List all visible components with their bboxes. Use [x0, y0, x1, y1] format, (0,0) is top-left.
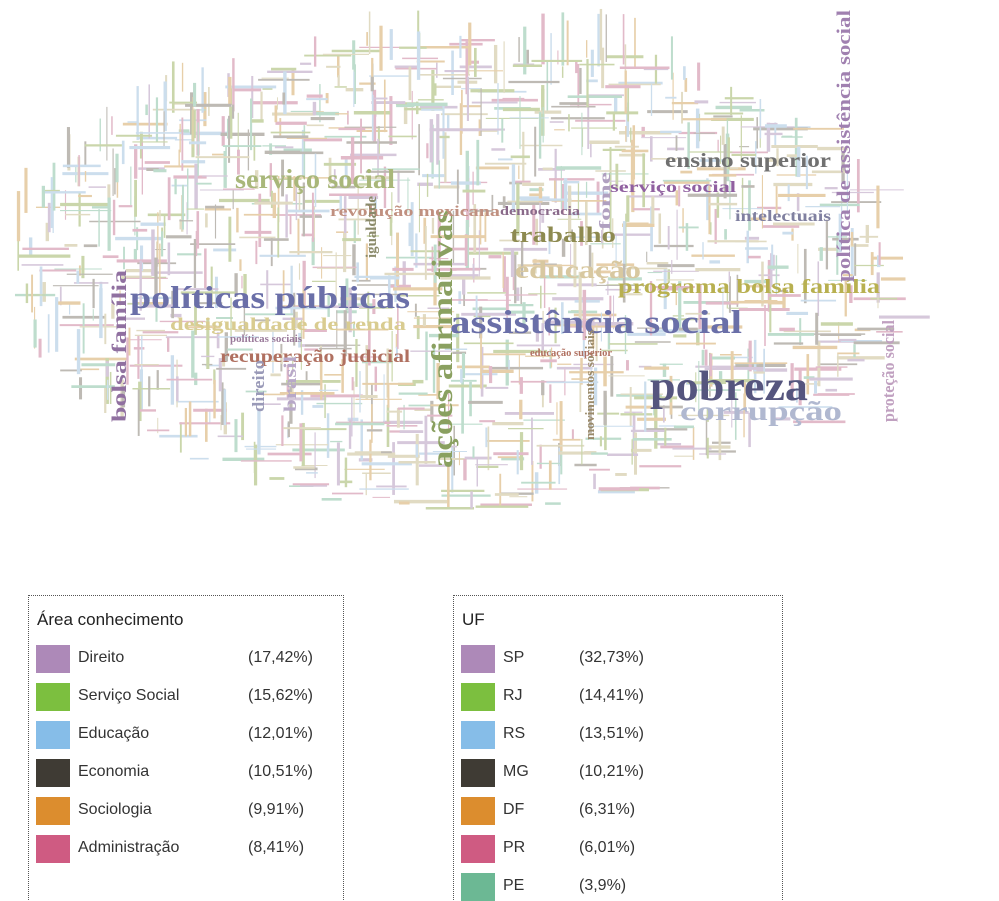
legend-swatch	[461, 835, 495, 863]
legend-label: MG	[503, 763, 529, 780]
legend-title: Área conhecimento	[37, 610, 184, 629]
cloud-word: igualdade	[364, 196, 380, 258]
legend-percent: (9,91%)	[248, 801, 305, 818]
legend-percent: (10,21%)	[579, 763, 644, 780]
legend-label: Administração	[78, 839, 180, 856]
legend-percent: (3,9%)	[579, 877, 627, 894]
legend-label: RS	[503, 725, 526, 742]
legend-label: Sociologia	[78, 801, 152, 818]
legend-swatch	[36, 835, 70, 863]
cloud-word: pobreza	[650, 364, 808, 410]
legend-swatch	[36, 645, 70, 673]
legend-percent: (17,42%)	[248, 649, 313, 666]
cloud-word: programa bolsa família	[618, 276, 880, 298]
cloud-word: brasil	[280, 356, 300, 412]
legend-percent: (6,01%)	[579, 839, 636, 856]
cloud-word: políticas sociais	[230, 334, 302, 345]
legend: UF SP (32,73%) RJ (14,41%) RS (13,51%) MG (10,21…	[453, 595, 783, 901]
filler	[14, 8, 930, 510]
legend-label: SP	[503, 649, 525, 666]
legend-swatch	[461, 873, 495, 901]
legend-label: Serviço Social	[78, 687, 180, 704]
cloud-word: direito	[249, 360, 268, 412]
cloud-word: proteção social	[879, 320, 898, 422]
word-cloud: políticas públicas assistência social pobr…	[14, 8, 930, 510]
cloud-word: democracia	[500, 203, 581, 218]
legend-swatch	[461, 683, 495, 711]
legend-swatch	[461, 721, 495, 749]
cloud-word: política de assistência social	[834, 10, 855, 282]
legend-label: PE	[503, 877, 525, 894]
cloud-word: bolsa família	[107, 269, 131, 422]
cloud-word: serviço social	[235, 164, 396, 194]
legend-label: RJ	[503, 687, 523, 704]
legend-label: Economia	[78, 763, 150, 780]
legend-percent: (13,51%)	[579, 725, 644, 742]
legend-swatch	[36, 797, 70, 825]
cloud-word: assistência social	[450, 305, 742, 341]
cloud-word: serviço social	[610, 179, 737, 196]
legend-swatch	[36, 759, 70, 787]
legend-label: Educação	[78, 725, 150, 742]
legend-percent: (32,73%)	[579, 649, 644, 666]
legend-swatch	[36, 721, 70, 749]
cloud-word: políticas públicas	[130, 279, 410, 315]
legend-swatch	[461, 759, 495, 787]
cloud-word: educação superior	[530, 347, 612, 359]
legend-percent: (15,62%)	[248, 687, 313, 704]
legend-swatch	[461, 645, 495, 673]
cloud-word: trabalho	[510, 222, 616, 247]
legend-swatch	[461, 797, 495, 825]
legend: Área conhecimento Direito (17,42%) Serviço …	[28, 595, 344, 900]
legend-percent: (6,31%)	[579, 801, 636, 818]
cloud-word: intelectuais	[735, 208, 831, 225]
legend-swatch	[36, 683, 70, 711]
cloud-word: fome	[597, 172, 614, 230]
cloud-word: movimentos sociais	[582, 330, 597, 440]
legend-percent: (14,41%)	[579, 687, 644, 704]
cloud-word: ações afirmativas	[426, 210, 459, 468]
cloud-word: ensino superior	[665, 150, 831, 172]
cloud-word: educação	[515, 257, 641, 284]
cloud-word: corrupção	[680, 396, 842, 426]
legend-percent: (12,01%)	[248, 725, 313, 742]
cloud-word: recuperação judicial	[220, 346, 410, 366]
legend-title: UF	[462, 610, 485, 629]
legend-percent: (8,41%)	[248, 839, 305, 856]
legend-label: Direito	[78, 649, 125, 666]
legend-label: PR	[503, 839, 526, 856]
cloud-word: revolução mexicana	[330, 204, 501, 220]
legend-label: DF	[503, 801, 525, 818]
legend-percent: (10,51%)	[248, 763, 313, 780]
cloud-word: desigualdade de renda	[170, 314, 406, 334]
